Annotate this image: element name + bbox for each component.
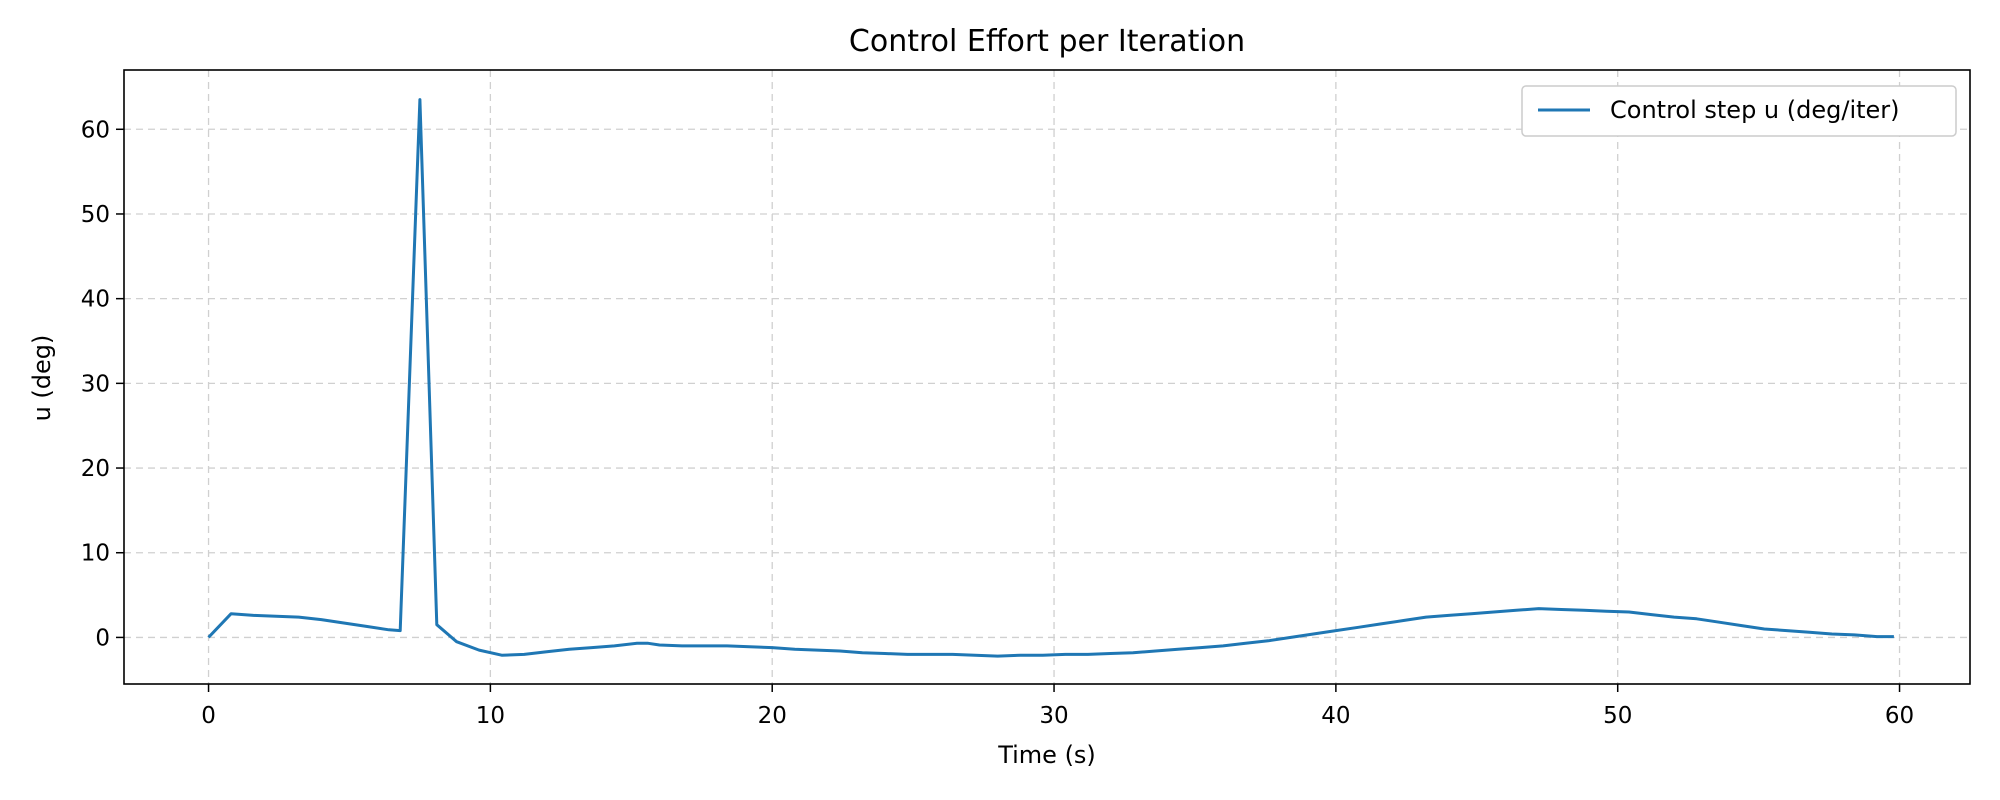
plot-frame [123,69,1971,685]
x-tick-label: 60 [1885,703,1914,729]
x-tick-label: 0 [201,703,216,729]
grid [124,70,1970,684]
legend-box [1521,85,1957,137]
x-tick-label: 10 [476,703,505,729]
chart-title: Control Effort per Iteration [849,24,1245,59]
y-axis-label: u (deg) [28,335,56,422]
legend: Control step u (deg/iter) [1521,85,1957,137]
y-tick-label: 10 [81,541,110,567]
y-tick-label: 40 [81,287,110,313]
x-tick-label: 20 [758,703,787,729]
x-tick-label: 50 [1603,703,1632,729]
ticks: 0 10 20 30 40 50 60 0 10 20 30 40 50 60 [81,117,1914,729]
y-tick-label: 60 [81,117,110,143]
y-tick-label: 0 [95,625,110,651]
legend-entry-control-step: Control step u (deg/iter) [1610,96,1900,124]
y-tick-label: 20 [81,456,110,482]
x-tick-label: 40 [1321,703,1350,729]
y-tick-label: 50 [81,202,110,228]
y-tick-label: 30 [81,371,110,397]
x-tick-label: 30 [1039,703,1068,729]
x-axis-label: Time (s) [997,741,1096,769]
series-layer [207,98,1894,658]
series-line-control-step [207,98,1894,658]
